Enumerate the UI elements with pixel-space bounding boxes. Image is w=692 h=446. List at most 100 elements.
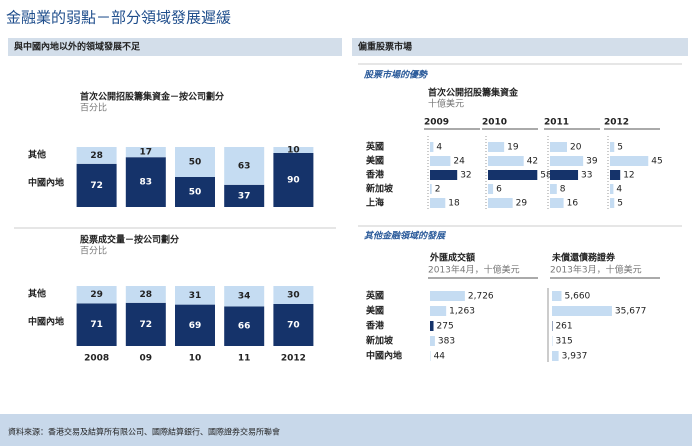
bar-segment bbox=[273, 147, 314, 153]
legend-label: 中國內地 bbox=[28, 177, 64, 189]
value-label: 69 bbox=[189, 321, 202, 331]
column-label: 2012 bbox=[604, 118, 629, 128]
value-label: 72 bbox=[90, 181, 103, 191]
value-label: 90 bbox=[287, 176, 300, 186]
value-label: 29 bbox=[516, 199, 528, 209]
bar bbox=[430, 142, 434, 152]
left-header-bg bbox=[8, 38, 342, 56]
row-label: 美國 bbox=[366, 155, 384, 167]
page-title: 金融業的弱點－部分領域發展遲緩 bbox=[6, 9, 231, 27]
bar bbox=[552, 306, 612, 316]
bar-segment bbox=[224, 147, 265, 185]
row-label: 上海 bbox=[366, 197, 384, 209]
bar bbox=[610, 170, 621, 180]
bar bbox=[550, 184, 557, 194]
legend-label: 其他 bbox=[28, 149, 46, 161]
bar-segment bbox=[125, 286, 166, 303]
value-label: 63 bbox=[238, 161, 251, 171]
bar-segment bbox=[224, 184, 265, 207]
bar bbox=[550, 198, 564, 208]
value-label: 18 bbox=[448, 199, 460, 209]
value-label: 1,263 bbox=[449, 307, 475, 317]
value-label: 71 bbox=[90, 320, 103, 330]
value-label: 5 bbox=[617, 199, 623, 209]
value-label: 44 bbox=[434, 352, 446, 362]
row-label: 新加坡 bbox=[366, 183, 394, 195]
chart-title: 股票成交量－按公司劃分 bbox=[80, 234, 179, 246]
x-tick-label: 2008 bbox=[84, 354, 109, 364]
bar bbox=[430, 351, 431, 361]
bar-segment bbox=[273, 153, 314, 207]
bar bbox=[550, 156, 584, 166]
value-label: 19 bbox=[507, 143, 519, 153]
value-label: 10 bbox=[287, 146, 300, 156]
bar-segment bbox=[175, 304, 215, 346]
value-label: 58 bbox=[540, 171, 552, 181]
value-label: 70 bbox=[287, 321, 300, 331]
bar-segment bbox=[224, 306, 265, 346]
value-label: 12 bbox=[623, 171, 634, 181]
value-label: 66 bbox=[238, 322, 251, 332]
bar-segment bbox=[76, 163, 117, 207]
value-label: 72 bbox=[140, 320, 153, 330]
row-label: 香港 bbox=[365, 169, 385, 181]
x-tick-label: 10 bbox=[189, 354, 202, 364]
value-label: 35,677 bbox=[615, 307, 647, 317]
column-unit: 2013年3月，十億美元 bbox=[550, 264, 642, 276]
bar bbox=[610, 142, 615, 152]
column-title: 未償還債務證券 bbox=[551, 252, 616, 264]
value-label: 45 bbox=[651, 157, 662, 167]
legend-label: 其他 bbox=[28, 288, 46, 300]
column-label: 2010 bbox=[482, 118, 507, 128]
value-label: 5 bbox=[617, 143, 623, 153]
bar bbox=[488, 184, 494, 194]
value-label: 275 bbox=[437, 322, 454, 332]
column-unit: 2013年4月，十億美元 bbox=[428, 264, 520, 276]
bar-segment bbox=[175, 147, 215, 177]
value-label: 28 bbox=[90, 151, 103, 161]
bar bbox=[430, 184, 432, 194]
bar bbox=[488, 170, 538, 180]
chart-subtitle: 百分比 bbox=[80, 245, 107, 257]
value-label: 33 bbox=[581, 171, 592, 181]
x-tick-label: 09 bbox=[140, 354, 153, 364]
column-label: 2009 bbox=[424, 118, 449, 128]
right-header: 偏重股票市場 bbox=[358, 41, 412, 53]
value-label: 261 bbox=[555, 322, 572, 332]
value-label: 383 bbox=[438, 337, 455, 347]
bar bbox=[430, 336, 435, 346]
row-label: 中國內地 bbox=[366, 350, 402, 362]
bar-segment bbox=[273, 286, 314, 304]
value-label: 2 bbox=[435, 185, 441, 195]
value-label: 39 bbox=[586, 157, 598, 167]
bar bbox=[610, 184, 614, 194]
value-label: 17 bbox=[140, 148, 153, 158]
x-tick-label: 2012 bbox=[281, 354, 306, 364]
bar bbox=[430, 156, 451, 166]
x-tick-label: 11 bbox=[238, 354, 251, 364]
legend-label: 中國內地 bbox=[28, 316, 64, 328]
bar-segment bbox=[273, 304, 314, 346]
bar bbox=[550, 170, 579, 180]
value-label: 42 bbox=[527, 157, 538, 167]
value-label: 30 bbox=[287, 291, 300, 301]
value-label: 3,937 bbox=[562, 352, 588, 362]
bar-segment bbox=[224, 286, 265, 307]
column-title: 外匯成交額 bbox=[429, 252, 475, 264]
bar-segment bbox=[125, 302, 166, 346]
chart-title: 首次公開招股籌集資金 bbox=[428, 87, 519, 99]
bar-segment bbox=[175, 286, 215, 305]
footer-bg bbox=[0, 414, 692, 446]
bar-segment bbox=[76, 286, 117, 304]
bar-segment bbox=[125, 157, 166, 207]
bar bbox=[430, 321, 434, 331]
row-label: 新加坡 bbox=[366, 335, 394, 347]
right-header-bg bbox=[352, 38, 688, 56]
row-label: 英國 bbox=[365, 290, 384, 302]
value-label: 315 bbox=[556, 337, 573, 347]
bar bbox=[430, 198, 446, 208]
value-label: 28 bbox=[140, 290, 153, 300]
bar bbox=[610, 198, 615, 208]
bar bbox=[430, 306, 447, 316]
